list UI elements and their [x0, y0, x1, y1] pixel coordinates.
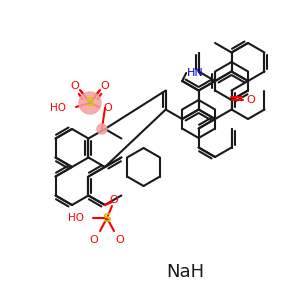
Text: HO: HO: [68, 213, 84, 223]
Text: O: O: [100, 81, 109, 91]
Text: O: O: [116, 235, 124, 245]
Text: O: O: [247, 95, 255, 105]
Circle shape: [97, 124, 107, 134]
Text: O: O: [70, 81, 80, 91]
Text: S: S: [85, 97, 94, 110]
Circle shape: [79, 92, 101, 114]
Text: S: S: [103, 212, 112, 224]
Text: O: O: [90, 235, 98, 245]
Text: HO: HO: [50, 103, 66, 113]
Text: HN: HN: [187, 68, 204, 78]
Text: O: O: [103, 103, 112, 113]
Text: O: O: [110, 195, 118, 205]
Text: NaH: NaH: [166, 263, 204, 281]
